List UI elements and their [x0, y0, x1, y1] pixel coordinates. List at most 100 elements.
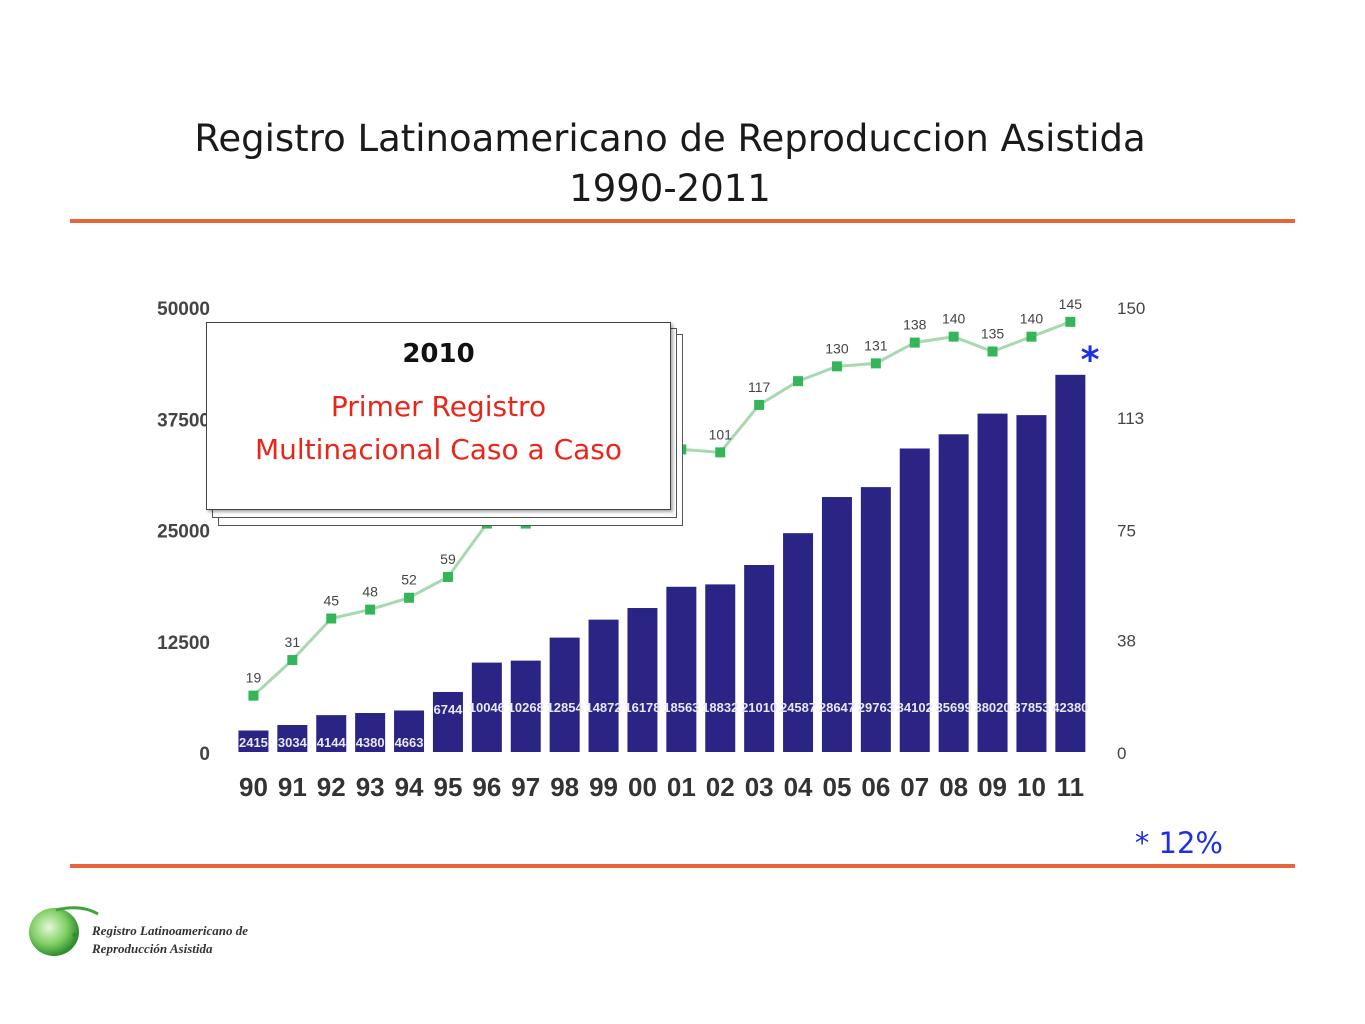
y-left-tick: 25000 [157, 522, 210, 543]
bar-label: 4663 [395, 735, 424, 750]
bar-label: 37853 [1013, 700, 1049, 715]
line-point [1026, 331, 1037, 342]
bar-label: 16178 [624, 700, 660, 715]
bar [783, 533, 814, 752]
x-tick: 00 [628, 772, 657, 802]
bar [977, 413, 1008, 752]
line-point [287, 655, 298, 666]
x-tick: 03 [745, 772, 774, 802]
title-line-2: 1990-2011 [569, 167, 771, 210]
bar [899, 448, 930, 752]
bar-label: 42380 [1052, 700, 1088, 715]
bar-label: 35699 [936, 700, 972, 715]
x-tick: 91 [278, 772, 307, 802]
x-tick: 11 [1057, 772, 1085, 802]
x-tick: 90 [239, 772, 268, 802]
star-marker: * [1081, 340, 1100, 381]
y-right-tick: 38 [1117, 631, 1136, 650]
bar [510, 660, 541, 752]
line-label: 45 [323, 593, 339, 609]
bottom-divider [70, 864, 1295, 868]
bar [394, 710, 425, 752]
bar [666, 586, 697, 752]
y-right-tick: 75 [1117, 522, 1136, 541]
y-left-tick: 50000 [157, 299, 210, 320]
x-tick: 08 [939, 772, 968, 802]
callout-year: 2010 [402, 339, 475, 369]
bar [744, 565, 775, 752]
bar [588, 619, 619, 752]
bar-label: 3034 [278, 735, 308, 750]
x-tick: 98 [550, 772, 579, 802]
y-left-tick: 0 [199, 744, 210, 765]
line-label: 48 [362, 584, 378, 600]
line-label: 101 [709, 426, 733, 442]
x-tick: 07 [900, 772, 929, 802]
bar-label: 28647 [819, 700, 855, 715]
bar [471, 662, 502, 752]
line-point [715, 447, 726, 458]
x-tick: 05 [822, 772, 851, 802]
x-tick: 04 [784, 772, 813, 802]
y-left-tick: 12500 [157, 633, 210, 654]
line-label: 19 [246, 670, 262, 686]
line-point [831, 361, 842, 372]
logo-line-1: Registro Latinoamericano de [92, 923, 248, 938]
x-tick: 97 [511, 772, 540, 802]
bar [316, 715, 347, 752]
top-divider [70, 219, 1295, 223]
x-tick: 01 [667, 772, 696, 802]
bar [938, 434, 969, 752]
bar-label: 34102 [897, 700, 933, 715]
line-point [404, 592, 415, 603]
line-label: 130 [825, 340, 849, 356]
x-tick: 10 [1017, 772, 1046, 802]
chart-title: Registro Latinoamericano de Reproduccion… [0, 114, 1340, 214]
bar [627, 608, 658, 752]
line-label: 140 [1020, 311, 1044, 327]
bar-label: 14872 [585, 700, 621, 715]
callout-line-2: Multinacional Caso a Caso [254, 433, 623, 466]
footnote: * 12% [1134, 826, 1223, 860]
callout-box: 2010 Primer Registro Multinacional Caso … [206, 322, 683, 527]
logo-icon [29, 906, 99, 956]
callout-line-1: Primer Registro [330, 390, 547, 423]
bar [277, 724, 308, 752]
bar-label: 24587 [780, 700, 816, 715]
y-right-tick: 150 [1117, 299, 1145, 318]
line-point [754, 399, 765, 410]
bar-label: 18563 [663, 700, 699, 715]
line-point [442, 571, 453, 582]
bar [432, 691, 463, 752]
x-tick: 99 [589, 772, 618, 802]
line-label: 140 [942, 311, 966, 327]
x-tick: 96 [472, 772, 501, 802]
x-tick: 94 [395, 772, 424, 802]
bar [355, 713, 386, 752]
bar-label: 10268 [508, 700, 544, 715]
bar-label: 18832 [702, 700, 738, 715]
line-label: 131 [864, 337, 888, 353]
x-tick: 02 [706, 772, 735, 802]
bar [705, 584, 736, 752]
line-point [1065, 316, 1076, 327]
line-point [365, 604, 376, 615]
callout-front: 2010 Primer Registro Multinacional Caso … [206, 322, 671, 510]
line-label: 52 [401, 572, 417, 588]
line-label: 138 [903, 317, 927, 333]
x-tick: 93 [356, 772, 385, 802]
title-line-1: Registro Latinoamericano de Reproduccion… [194, 117, 1146, 160]
bar [549, 637, 580, 752]
bar [1016, 415, 1047, 752]
y-right-tick: 113 [1117, 409, 1144, 428]
bar [238, 730, 269, 752]
line-label: 145 [1059, 296, 1083, 312]
callout-text: Primer Registro Multinacional Caso a Cas… [207, 385, 670, 471]
line-point [909, 337, 920, 348]
x-tick: 06 [861, 772, 890, 802]
bar [821, 497, 852, 752]
bar-label: 12854 [547, 700, 584, 715]
bar-label: 29763 [858, 700, 894, 715]
bar [1055, 374, 1086, 752]
line-point [326, 613, 337, 624]
